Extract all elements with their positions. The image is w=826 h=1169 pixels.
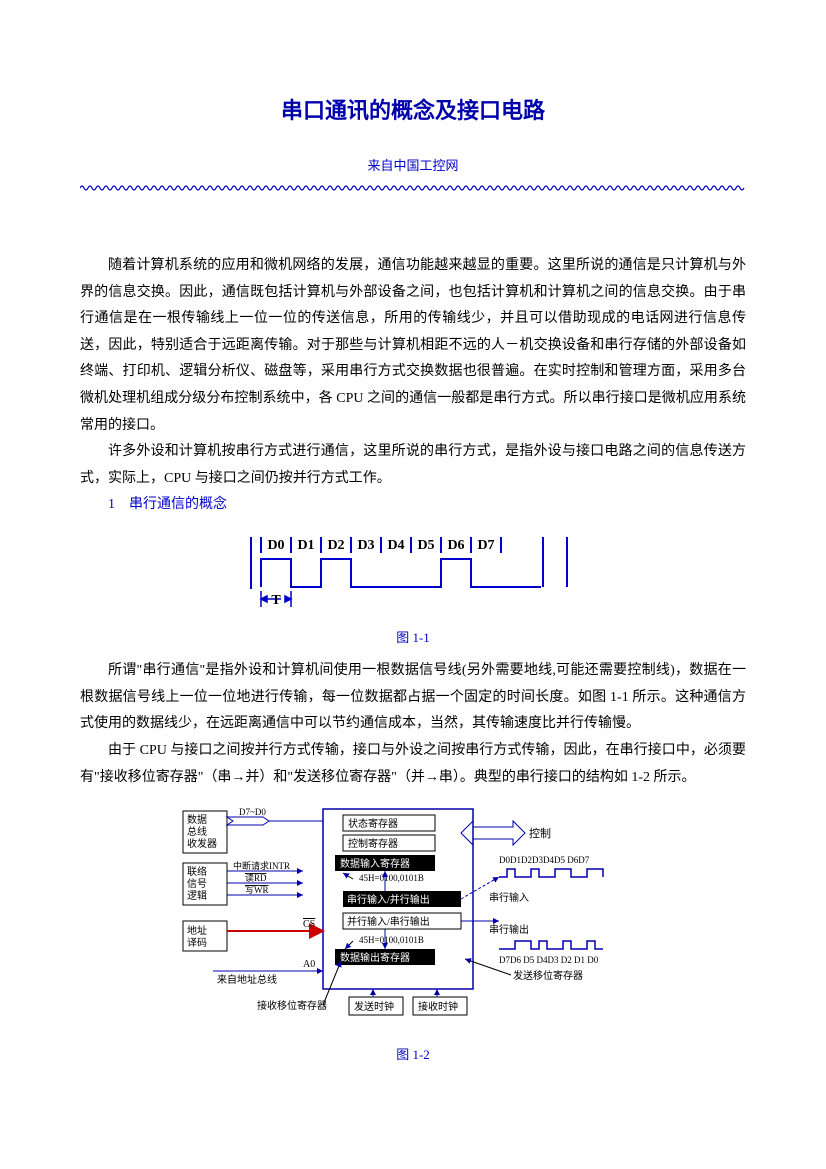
- svg-text:译码: 译码: [187, 937, 207, 949]
- svg-text:D6: D6: [447, 538, 464, 553]
- svg-text:D7D6 D5 D4D3 D2 D1 D0: D7D6 D5 D4D3 D2 D1 D0: [499, 955, 599, 965]
- svg-text:状态寄存器: 状态寄存器: [348, 817, 398, 830]
- svg-text:D5: D5: [417, 538, 434, 553]
- svg-text:中断请求INTR: 中断请求INTR: [233, 860, 290, 871]
- svg-text:D7: D7: [477, 538, 494, 553]
- svg-text:D0D1D2D3D4D5 D6D7: D0D1D2D3D4D5 D6D7: [499, 855, 590, 865]
- svg-text:并行输入/串行输出: 并行输入/串行输出: [347, 915, 430, 928]
- svg-text:数据输出寄存器: 数据输出寄存器: [340, 951, 410, 964]
- svg-text:来自地址总线: 来自地址总线: [217, 973, 277, 986]
- svg-text:D2: D2: [327, 538, 344, 553]
- svg-text:写WR: 写WR: [245, 885, 269, 895]
- svg-text:T: T: [271, 593, 281, 608]
- svg-text:45H=0100,0101B: 45H=0100,0101B: [359, 873, 424, 883]
- figure-1-2-caption: 图 1-2: [80, 1043, 746, 1068]
- svg-text:收发器: 收发器: [187, 837, 217, 850]
- svg-text:读RD: 读RD: [245, 872, 267, 883]
- svg-text:A0: A0: [303, 959, 315, 970]
- svg-text:逻辑: 逻辑: [187, 889, 207, 902]
- svg-text:串行输出: 串行输出: [489, 923, 529, 936]
- page-title: 串口通讯的概念及接口电路: [80, 90, 746, 132]
- svg-text:接收时钟: 接收时钟: [418, 1000, 458, 1013]
- svg-text:发送时钟: 发送时钟: [354, 1000, 394, 1013]
- svg-text:CS: CS: [303, 919, 315, 930]
- svg-text:控制寄存器: 控制寄存器: [348, 837, 398, 850]
- svg-text:45H=0100,0101B: 45H=0100,0101B: [359, 935, 424, 945]
- svg-text:接收移位寄存器: 接收移位寄存器: [257, 999, 327, 1012]
- paragraph-4: 由于 CPU 与接口之间按并行方式传输，接口与外设之间按串行方式传输，因此，在串…: [80, 738, 746, 791]
- svg-text:地址: 地址: [187, 924, 207, 937]
- svg-text:D7~D0: D7~D0: [239, 807, 266, 817]
- figure-1-1: T D0 D1 D2 D3 D4 D5 D6 D7: [80, 529, 746, 620]
- svg-text:联络: 联络: [187, 865, 207, 878]
- paragraph-1: 随着计算机系统的应用和微机网络的发展，通信功能越来越显的重要。这里所说的通信是只…: [80, 253, 746, 439]
- svg-text:总线: 总线: [187, 825, 207, 838]
- svg-text:串行输入/并行输出: 串行输入/并行输出: [347, 893, 430, 906]
- svg-text:D1: D1: [297, 538, 314, 553]
- paragraph-3: 所谓"串行通信"是指外设和计算机间使用一根数据信号线(另外需要地线,可能还需要控…: [80, 658, 746, 738]
- svg-text:D3: D3: [357, 538, 374, 553]
- figure-1-2: 数据 总线 收发器 联络 信号 逻辑 地址 译码 状态寄存器 控制寄存器 数据输…: [80, 801, 746, 1037]
- svg-text:D0: D0: [267, 538, 284, 553]
- wave-divider: [80, 184, 746, 192]
- paragraph-2: 许多外设和计算机按串行方式进行通信，这里所说的串行方式，是指外设与接口电路之间的…: [80, 439, 746, 492]
- page-subtitle: 来自中国工控网: [80, 154, 746, 179]
- svg-text:发送移位寄存器: 发送移位寄存器: [513, 969, 583, 982]
- svg-text:信号: 信号: [187, 878, 207, 890]
- section-heading-1: 1 串行通信的概念: [80, 492, 746, 519]
- figure-1-1-caption: 图 1-1: [80, 626, 746, 651]
- svg-text:控制: 控制: [529, 826, 551, 840]
- svg-text:D4: D4: [387, 538, 404, 553]
- svg-text:数据: 数据: [187, 813, 207, 826]
- svg-text:串行输入: 串行输入: [489, 891, 529, 904]
- svg-text:数据输入寄存器: 数据输入寄存器: [340, 857, 410, 870]
